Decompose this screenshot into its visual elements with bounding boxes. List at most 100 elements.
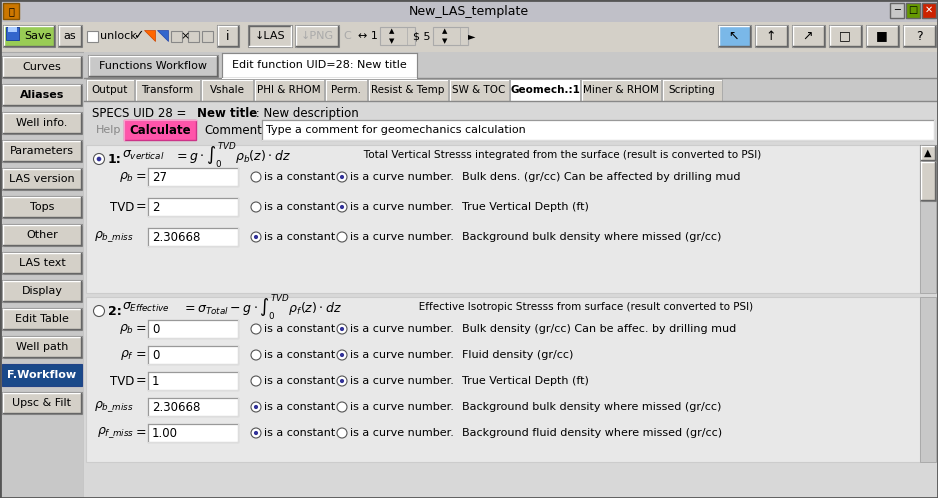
Bar: [148, 168, 238, 186]
Text: 2: 2: [152, 201, 159, 214]
Bar: [202, 31, 213, 42]
Circle shape: [251, 350, 261, 360]
Circle shape: [251, 402, 261, 412]
Circle shape: [251, 202, 261, 212]
Text: Upsc & Filt: Upsc & Filt: [12, 398, 71, 408]
Bar: [201, 79, 253, 101]
Bar: [2, 196, 82, 218]
Text: 🔒: 🔒: [8, 6, 14, 16]
Text: Resist & Temp: Resist & Temp: [371, 85, 445, 95]
Circle shape: [254, 235, 258, 239]
Circle shape: [337, 202, 347, 212]
Text: 2:: 2:: [108, 304, 122, 318]
Text: Curves: Curves: [23, 62, 61, 72]
Bar: [3, 3, 19, 19]
Circle shape: [340, 379, 344, 383]
Text: Type a comment for geomechanics calculation: Type a comment for geomechanics calculat…: [266, 125, 526, 135]
Text: ▼: ▼: [443, 38, 447, 44]
Text: LAS text: LAS text: [19, 258, 66, 268]
Text: =: =: [136, 323, 146, 336]
Bar: [906, 3, 920, 18]
Text: 1:: 1:: [108, 152, 122, 165]
Bar: [866, 25, 899, 47]
Text: Aliases: Aliases: [20, 90, 64, 100]
Text: F.Workflow: F.Workflow: [8, 370, 77, 380]
Text: $\rho_f$: $\rho_f$: [120, 348, 134, 362]
Bar: [510, 79, 580, 101]
Bar: [148, 346, 238, 364]
Circle shape: [251, 172, 261, 182]
Bar: [2, 252, 82, 274]
Bar: [0, 52, 84, 498]
Bar: [2, 84, 82, 106]
Bar: [2, 308, 82, 330]
Bar: [148, 320, 238, 338]
Circle shape: [337, 350, 347, 360]
Text: □: □: [840, 29, 851, 42]
Text: $\rho_b$: $\rho_b$: [119, 322, 134, 336]
Bar: [262, 120, 934, 140]
Text: ■: ■: [876, 29, 888, 42]
Bar: [58, 25, 82, 47]
Text: ×: ×: [180, 31, 189, 41]
Bar: [449, 79, 509, 101]
Text: is a constant: is a constant: [264, 232, 335, 242]
Bar: [920, 161, 936, 201]
Text: TVD: TVD: [110, 374, 134, 387]
Bar: [2, 140, 82, 162]
Bar: [2, 56, 82, 78]
Text: ↓LAS: ↓LAS: [255, 31, 285, 41]
Circle shape: [340, 205, 344, 209]
Text: Perm.: Perm.: [331, 85, 361, 95]
Bar: [84, 52, 938, 498]
Circle shape: [337, 402, 347, 412]
Text: =: =: [136, 349, 146, 362]
Circle shape: [340, 353, 344, 357]
Text: is a curve number.: is a curve number.: [350, 402, 454, 412]
Text: LAS version: LAS version: [9, 174, 75, 184]
Text: as: as: [64, 31, 76, 41]
Text: unlock: unlock: [100, 31, 137, 41]
Bar: [217, 25, 239, 47]
Bar: [2, 336, 82, 358]
Text: 1: 1: [152, 374, 159, 387]
Text: 1.00: 1.00: [152, 426, 178, 440]
Circle shape: [251, 324, 261, 334]
Text: $\rho_b$: $\rho_b$: [119, 170, 134, 184]
Bar: [84, 52, 938, 78]
Bar: [2, 224, 82, 246]
Text: Bulk dens. (gr/cc) Can be affected by drilling mud: Bulk dens. (gr/cc) Can be affected by dr…: [462, 172, 740, 182]
Text: is a constant: is a constant: [264, 324, 335, 334]
Circle shape: [254, 431, 258, 435]
Text: □: □: [908, 5, 917, 15]
Circle shape: [337, 376, 347, 386]
Text: Well info.: Well info.: [16, 118, 68, 128]
Bar: [2, 168, 82, 190]
Text: True Vertical Depth (ft): True Vertical Depth (ft): [462, 202, 589, 212]
Text: Geomech.:1: Geomech.:1: [510, 85, 580, 95]
Bar: [368, 79, 448, 101]
Text: TVD: TVD: [110, 201, 134, 214]
Text: Miner & RHOM: Miner & RHOM: [583, 85, 658, 95]
Text: =: =: [136, 374, 146, 387]
Text: =: =: [136, 170, 146, 183]
Circle shape: [340, 175, 344, 179]
Bar: [171, 31, 182, 42]
Bar: [148, 228, 238, 246]
Text: is a constant: is a constant: [264, 376, 335, 386]
Bar: [325, 79, 367, 101]
Text: ↔ 1: ↔ 1: [358, 31, 378, 41]
Bar: [0, 0, 938, 22]
Text: ►: ►: [468, 31, 476, 41]
Text: $= \sigma_{Total} - g \cdot \int_0^{TVD} \rho_f(z) \cdot dz$: $= \sigma_{Total} - g \cdot \int_0^{TVD}…: [182, 292, 341, 322]
Text: Output: Output: [92, 85, 129, 95]
Text: 2.30668: 2.30668: [152, 231, 201, 244]
Text: i: i: [226, 29, 230, 42]
Text: is a constant: is a constant: [264, 428, 335, 438]
Text: $= g \cdot \int_0^{TVD}\rho_b(z) \cdot dz$: $= g \cdot \int_0^{TVD}\rho_b(z) \cdot d…: [174, 140, 291, 170]
Bar: [6, 27, 19, 40]
Text: Edit function UID=28: New title: Edit function UID=28: New title: [232, 60, 406, 70]
Bar: [254, 79, 324, 101]
Bar: [0, 22, 938, 52]
Text: Fluid density (gr/cc): Fluid density (gr/cc): [462, 350, 573, 360]
